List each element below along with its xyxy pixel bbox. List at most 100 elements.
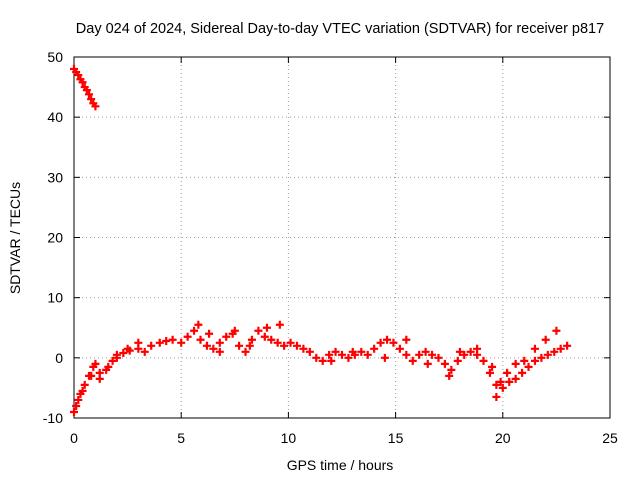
data-point — [496, 377, 505, 386]
x-tick-label: 20 — [495, 430, 511, 446]
chart-title: Day 024 of 2024, Sidereal Day-to-day VTE… — [76, 21, 604, 37]
y-tick-label: 0 — [55, 350, 63, 366]
data-point — [408, 356, 417, 365]
data-point — [550, 347, 559, 356]
data-series — [70, 65, 572, 416]
data-point — [82, 86, 91, 95]
data-point — [183, 332, 192, 341]
data-point — [524, 362, 533, 371]
data-point — [530, 356, 539, 365]
data-point — [312, 353, 321, 362]
data-point — [348, 347, 357, 356]
data-point — [415, 350, 424, 359]
data-point — [357, 347, 366, 356]
data-point — [147, 341, 156, 350]
y-tick-label: 10 — [47, 290, 63, 306]
data-point — [518, 368, 527, 377]
data-point — [395, 344, 404, 353]
data-point — [230, 326, 239, 335]
data-point — [235, 341, 244, 350]
data-point — [254, 326, 263, 335]
data-point — [511, 374, 520, 383]
y-axis: -10 0 10 20 30 40 50 — [43, 49, 610, 426]
data-point — [376, 338, 385, 347]
data-point — [190, 326, 199, 335]
x-axis-label: GPS time / hours — [287, 457, 394, 473]
data-point — [168, 335, 177, 344]
data-point — [112, 350, 121, 359]
data-point — [530, 344, 539, 353]
data-point — [247, 335, 256, 344]
data-point — [91, 102, 100, 111]
data-point — [275, 320, 284, 329]
data-point — [370, 344, 379, 353]
data-point — [453, 356, 462, 365]
data-point — [177, 338, 186, 347]
data-point — [344, 353, 353, 362]
data-point — [87, 371, 96, 380]
x-tick-label: 0 — [70, 430, 78, 446]
data-point — [267, 335, 276, 344]
data-point — [563, 341, 572, 350]
data-point — [194, 320, 203, 329]
y-tick-label: 50 — [47, 49, 63, 65]
data-point — [260, 332, 269, 341]
data-point — [511, 359, 520, 368]
data-point — [492, 380, 501, 389]
data-point — [140, 347, 149, 356]
data-point — [552, 326, 561, 335]
x-axis: 0 5 10 15 20 25 — [70, 57, 618, 446]
data-point — [87, 95, 96, 104]
data-point — [466, 347, 475, 356]
x-tick-label: 5 — [177, 430, 185, 446]
data-point — [215, 347, 224, 356]
data-point — [292, 341, 301, 350]
data-point — [162, 336, 171, 345]
data-point — [488, 362, 497, 371]
data-point — [537, 353, 546, 362]
y-tick-label: -10 — [43, 410, 63, 426]
data-point — [241, 347, 250, 356]
data-point — [498, 383, 507, 392]
data-point — [134, 338, 143, 347]
data-point — [72, 401, 81, 410]
data-point — [434, 353, 443, 362]
data-point — [95, 374, 104, 383]
x-tick-label: 15 — [388, 430, 404, 446]
data-point — [503, 368, 512, 377]
data-point — [273, 338, 282, 347]
data-point — [215, 338, 224, 347]
data-point — [123, 344, 132, 353]
data-point — [505, 377, 514, 386]
data-point — [305, 347, 314, 356]
data-point — [389, 338, 398, 347]
data-point — [492, 392, 501, 401]
data-point — [286, 338, 295, 347]
x-tick-label: 25 — [602, 430, 618, 446]
data-point — [363, 350, 372, 359]
data-point — [80, 380, 89, 389]
data-point — [327, 356, 336, 365]
data-point — [423, 359, 432, 368]
data-point — [196, 335, 205, 344]
data-point — [155, 338, 164, 347]
data-point — [70, 407, 78, 416]
data-point — [318, 356, 327, 365]
data-point — [479, 356, 488, 365]
data-point — [455, 347, 464, 356]
y-tick-label: 40 — [47, 109, 63, 125]
data-point — [338, 350, 346, 359]
data-point — [541, 335, 550, 344]
data-point — [447, 365, 456, 374]
y-tick-label: 20 — [47, 230, 63, 246]
data-point — [74, 395, 83, 404]
data-point — [331, 347, 340, 356]
data-point — [380, 353, 389, 362]
data-point — [445, 371, 454, 380]
data-point — [74, 71, 83, 80]
data-point — [402, 350, 411, 359]
data-point — [543, 350, 552, 359]
data-point — [428, 350, 437, 359]
data-point — [473, 344, 482, 353]
x-tick-label: 10 — [281, 430, 297, 446]
